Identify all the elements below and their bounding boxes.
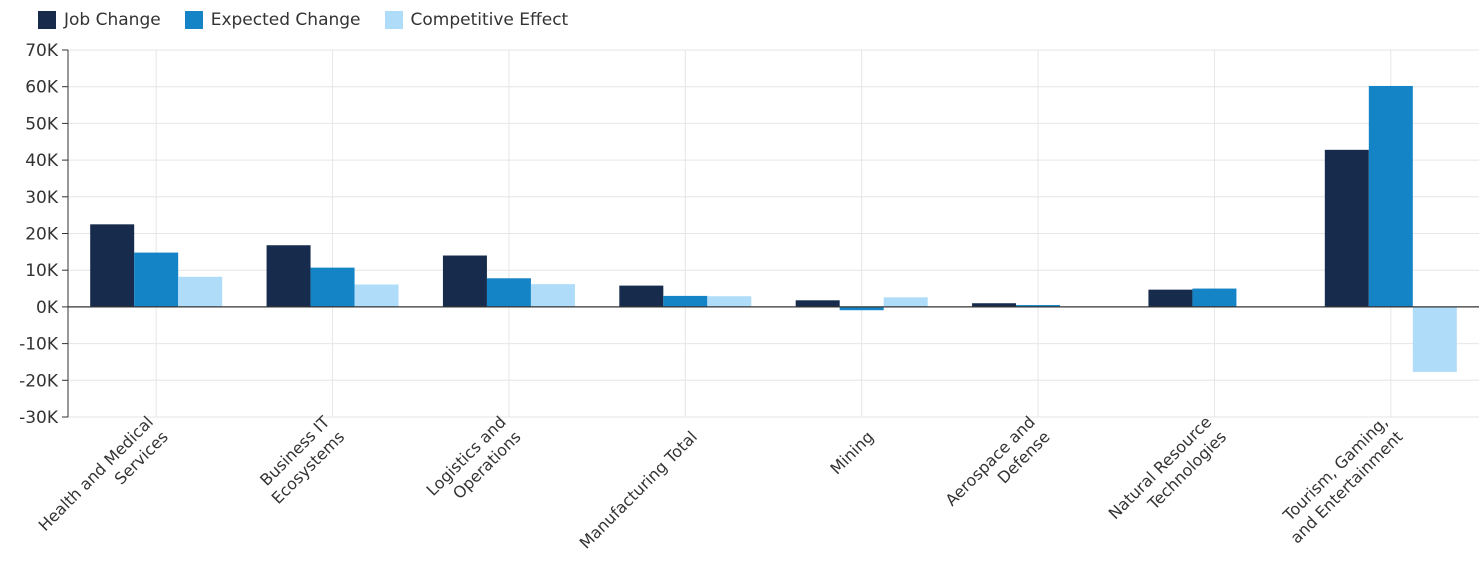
y-tick-label: -10K [19, 335, 59, 355]
x-tick-label-logistics-and-operations: Logistics andOperations [422, 412, 524, 514]
bar-expected-change-health-and-medical-services[interactable] [134, 252, 179, 307]
y-tick-label: -20K [19, 371, 59, 391]
x-tick-label-line: Mining [826, 427, 877, 478]
bar-job-change-business-it-ecosystems[interactable] [266, 245, 311, 307]
legend: Job Change Expected Change Competitive E… [38, 8, 592, 32]
bar-expected-change-aerospace-and-defense[interactable] [1016, 305, 1061, 307]
y-tick-label: 40K [25, 151, 59, 171]
bar-expected-change-manufacturing-total[interactable] [663, 295, 708, 307]
bar-competitive-effect-mining[interactable] [883, 297, 928, 307]
labels-layer: -30K -20K -10K 0K 10K 20K 30K 40K 50K 60K 70K Healt… [19, 41, 1406, 553]
x-tick-label-business-it-ecosystems: Business ITEcosystems [253, 412, 349, 508]
legend-label-expected-change: Expected Change [210, 10, 361, 30]
legend-item-job-change[interactable]: Job Change [38, 10, 161, 30]
legend-swatch-expected-change [184, 11, 203, 29]
y-tick-label: 10K [25, 261, 59, 281]
x-tick-label-line: Manufacturing Total [576, 427, 701, 552]
x-tick-label-mining: Mining [826, 427, 877, 478]
bar-competitive-effect-business-it-ecosystems[interactable] [354, 284, 399, 307]
y-tick-label: 30K [25, 188, 59, 208]
bar-competitive-effect-tourism-gaming-and-entertainment[interactable] [1412, 306, 1457, 372]
bar-job-change-mining[interactable] [795, 300, 840, 307]
x-tick-label-health-and-medical-services: Health and MedicalServices [35, 412, 172, 549]
bar-competitive-effect-health-and-medical-services[interactable] [178, 276, 223, 307]
legend-label-job-change: Job Change [64, 10, 161, 30]
bar-expected-change-natural-resource-technologies[interactable] [1192, 288, 1237, 307]
y-tick-label: 20K [25, 225, 59, 245]
y-tick-label: 60K [25, 78, 59, 98]
y-tick-label: -30K [19, 408, 59, 428]
y-tick-label: 50K [25, 114, 59, 134]
grid-layer [68, 49, 1479, 418]
bar-job-change-natural-resource-technologies[interactable] [1148, 289, 1193, 307]
x-tick-label-tourism-gaming-and-entertainment: Tourism, Gaming,and Entertainment [1272, 412, 1407, 547]
bar-job-change-tourism-gaming-and-entertainment[interactable] [1324, 149, 1369, 307]
legend-label-competitive-effect: Competitive Effect [410, 10, 569, 30]
legend-swatch-job-change [38, 11, 56, 29]
bar-expected-change-mining[interactable] [839, 306, 884, 311]
axes-layer [62, 49, 1479, 418]
legend-item-expected-change[interactable]: Expected Change [184, 10, 361, 30]
legend-swatch-competitive-effect [384, 11, 403, 29]
bar-expected-change-business-it-ecosystems[interactable] [310, 267, 355, 307]
bar-expected-change-tourism-gaming-and-entertainment[interactable] [1368, 85, 1413, 307]
bar-job-change-aerospace-and-defense[interactable] [972, 303, 1017, 307]
bar-job-change-manufacturing-total[interactable] [619, 285, 664, 307]
legend-item-competitive-effect[interactable]: Competitive Effect [384, 10, 569, 30]
x-tick-label-manufacturing-total: Manufacturing Total [576, 427, 701, 552]
x-tick-label-natural-resource-technologies: Natural ResourceTechnologies [1105, 412, 1231, 538]
bars-layer [90, 85, 1457, 372]
bar-competitive-effect-logistics-and-operations[interactable] [530, 284, 575, 307]
bar-job-change-logistics-and-operations[interactable] [442, 255, 487, 307]
x-tick-label-aerospace-and-defense: Aerospace andDefense [942, 412, 1054, 524]
y-tick-label: 70K [25, 41, 59, 61]
bar-competitive-effect-manufacturing-total[interactable] [707, 296, 752, 307]
bar-job-change-health-and-medical-services[interactable] [90, 224, 135, 307]
bar-expected-change-logistics-and-operations[interactable] [486, 278, 531, 307]
y-tick-label: 0K [36, 298, 59, 318]
